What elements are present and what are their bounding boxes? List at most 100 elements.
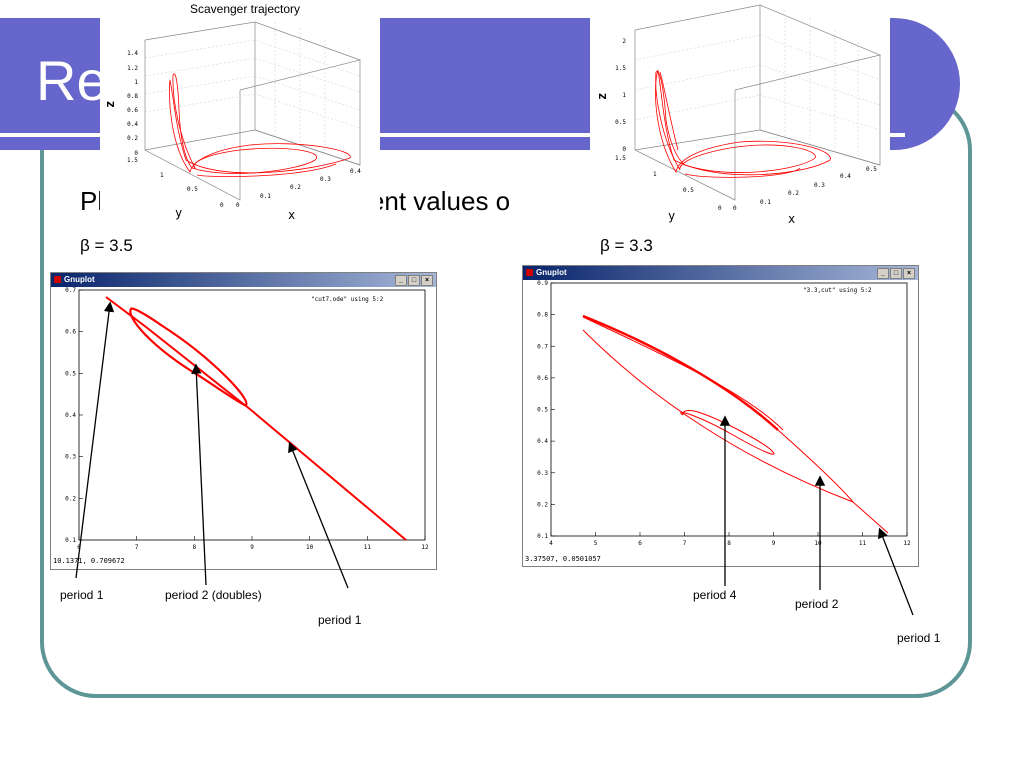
svg-text:0.4: 0.4 xyxy=(127,121,138,128)
svg-text:1.4: 1.4 xyxy=(127,50,138,57)
svg-text:2: 2 xyxy=(622,38,626,45)
svg-text:0.2: 0.2 xyxy=(290,184,301,191)
z-axis-label-right: z xyxy=(595,93,609,100)
z-axis-label-left: z xyxy=(103,101,117,108)
poincare-curve-right xyxy=(582,314,889,534)
plot3d-title: Scavenger trajectory xyxy=(190,2,300,16)
x-tick-label: 12 xyxy=(421,544,429,551)
scavenger-3d-plot-left: Scavenger trajectory 1.4 1.2 1 0.8 0.6 xyxy=(100,0,380,225)
svg-text:0: 0 xyxy=(733,205,737,212)
y-tick-label: 0.4 xyxy=(537,438,548,445)
x-axis-label-right: x xyxy=(788,212,795,226)
label-period1-right: period 1 xyxy=(897,631,941,645)
slide-title: Re xyxy=(36,49,108,112)
y-tick-labels-left: 1.5 1 0.5 0 xyxy=(127,157,224,209)
svg-text:0: 0 xyxy=(134,150,138,157)
x-tick-label: 10 xyxy=(814,540,822,547)
x-tick-label: 4 xyxy=(549,540,553,547)
gnuplot-titlebar-left[interactable]: Gnuplot _ □ × xyxy=(51,273,436,287)
plot-frame xyxy=(550,282,908,537)
minimize-button[interactable]: _ xyxy=(877,268,889,279)
x-tick-labels-right: 0 0.1 0.2 0.3 0.4 0.5 xyxy=(733,166,877,212)
beta-label-left: β = 3.5 xyxy=(80,236,133,255)
y-tick-label: 0.5 xyxy=(65,370,76,377)
y-tick-label: 0.6 xyxy=(65,329,76,336)
y-tick-label: 0.5 xyxy=(537,407,548,414)
y-tick-labels-right: 1.5 1 0.5 0 xyxy=(615,155,722,212)
y-tick-label: 0.3 xyxy=(65,454,76,461)
svg-text:1.5: 1.5 xyxy=(127,157,138,164)
minimize-button[interactable]: _ xyxy=(395,275,407,286)
x-tick-label: 11 xyxy=(859,540,867,547)
y-tick-label: 0.2 xyxy=(537,501,548,508)
x-tick-labels-left: 0 0.1 0.2 0.3 0.4 xyxy=(236,168,361,209)
svg-text:1.2: 1.2 xyxy=(127,65,138,72)
svg-text:1: 1 xyxy=(653,171,657,178)
y-tick-label: 0.1 xyxy=(65,537,76,544)
x-tick-label: 8 xyxy=(193,544,197,551)
beta-label-right: β = 3.3 xyxy=(600,236,653,255)
x-tick-label: 11 xyxy=(364,544,372,551)
title-rule xyxy=(0,133,905,137)
svg-text:0.6: 0.6 xyxy=(127,107,138,114)
gnuplot-status-left: 10.1371, 0.709672 xyxy=(53,557,125,565)
svg-text:0.3: 0.3 xyxy=(320,176,331,183)
x-tick-label: 6 xyxy=(638,540,642,547)
plot3d-svg-right: 2 1.5 1 0.5 0 1.5 1 0.5 0 0 0.1 0.2 0.3 … xyxy=(595,4,882,226)
y-tick-label: 0.3 xyxy=(537,470,548,477)
y-tick-label: 0.1 xyxy=(537,533,548,540)
svg-text:0: 0 xyxy=(622,146,626,153)
x-tick-label: 7 xyxy=(683,540,687,547)
svg-text:0.4: 0.4 xyxy=(350,168,361,175)
y-tick-label: 0.7 xyxy=(537,343,548,350)
svg-text:0.5: 0.5 xyxy=(615,119,626,126)
gnuplot-window-left[interactable]: Gnuplot _ □ × "cut7.ode" using 5:2 6 7 8 9 1… xyxy=(50,272,437,570)
gnuplot-status-right: 3.37507, 0.0501057 xyxy=(525,555,601,563)
svg-text:0.8: 0.8 xyxy=(127,93,138,100)
gnuplot-app-icon xyxy=(54,276,61,284)
svg-text:0.5: 0.5 xyxy=(866,166,877,173)
svg-text:0: 0 xyxy=(236,202,240,209)
x-tick-label: 12 xyxy=(903,540,911,547)
label-period1-left: period 1 xyxy=(60,588,104,602)
maximize-button[interactable]: □ xyxy=(890,268,902,279)
svg-text:0.5: 0.5 xyxy=(187,186,198,193)
svg-text:1: 1 xyxy=(134,79,138,86)
gnuplot-window-right[interactable]: Gnuplot _ □ × "3.3,cut" using 5:2 4 5 6 7 8 9… xyxy=(522,265,919,567)
y-tick-label: 0.9 xyxy=(537,280,548,287)
y-ticks-right: 0.9 0.8 0.7 0.6 0.5 0.4 0.3 0.2 0.1 xyxy=(537,280,555,540)
svg-text:1.5: 1.5 xyxy=(615,155,626,162)
gnuplot-key-left: "cut7.ode" using 5:2 xyxy=(311,296,384,303)
y-tick-label: 0.8 xyxy=(537,312,548,319)
x-tick-label: 10 xyxy=(306,544,314,551)
svg-text:0: 0 xyxy=(718,205,722,212)
svg-text:0.3: 0.3 xyxy=(814,182,825,189)
maximize-button[interactable]: □ xyxy=(408,275,420,286)
trajectory-curve-left xyxy=(168,73,351,177)
x-axis-label-left: x xyxy=(288,208,295,222)
close-button[interactable]: × xyxy=(903,268,915,279)
gnuplot-app-icon xyxy=(526,269,533,277)
svg-text:1: 1 xyxy=(160,172,164,179)
z-tick-labels-right: 2 1.5 1 0.5 0 xyxy=(615,38,626,153)
y-tick-label: 0.4 xyxy=(65,412,76,419)
svg-text:0.5: 0.5 xyxy=(683,187,694,194)
gnuplot-titlebar-right[interactable]: Gnuplot _ □ × xyxy=(523,266,918,280)
svg-text:0.1: 0.1 xyxy=(760,199,771,206)
svg-text:1: 1 xyxy=(622,92,626,99)
gnuplot-title-right: Gnuplot xyxy=(536,268,567,277)
y-tick-label: 0.2 xyxy=(65,495,76,502)
gnuplot-title-left: Gnuplot xyxy=(64,275,95,284)
gnuplot-key-right: "3.3,cut" using 5:2 xyxy=(803,287,872,294)
x-tick-label: 9 xyxy=(250,544,254,551)
z-tick-labels-left: 1.4 1.2 1 0.8 0.6 0.4 0.2 0 xyxy=(127,50,138,157)
plot3d-svg-left: Scavenger trajectory 1.4 1.2 1 0.8 0.6 xyxy=(103,2,361,222)
label-period4-right: period 4 xyxy=(693,588,737,602)
x-tick-label: 6 xyxy=(77,544,81,551)
svg-text:1.5: 1.5 xyxy=(615,65,626,72)
close-button[interactable]: × xyxy=(421,275,433,286)
x-tick-label: 9 xyxy=(772,540,776,547)
svg-text:0.2: 0.2 xyxy=(127,135,138,142)
x-tick-label: 5 xyxy=(594,540,598,547)
svg-text:0.1: 0.1 xyxy=(260,193,271,200)
